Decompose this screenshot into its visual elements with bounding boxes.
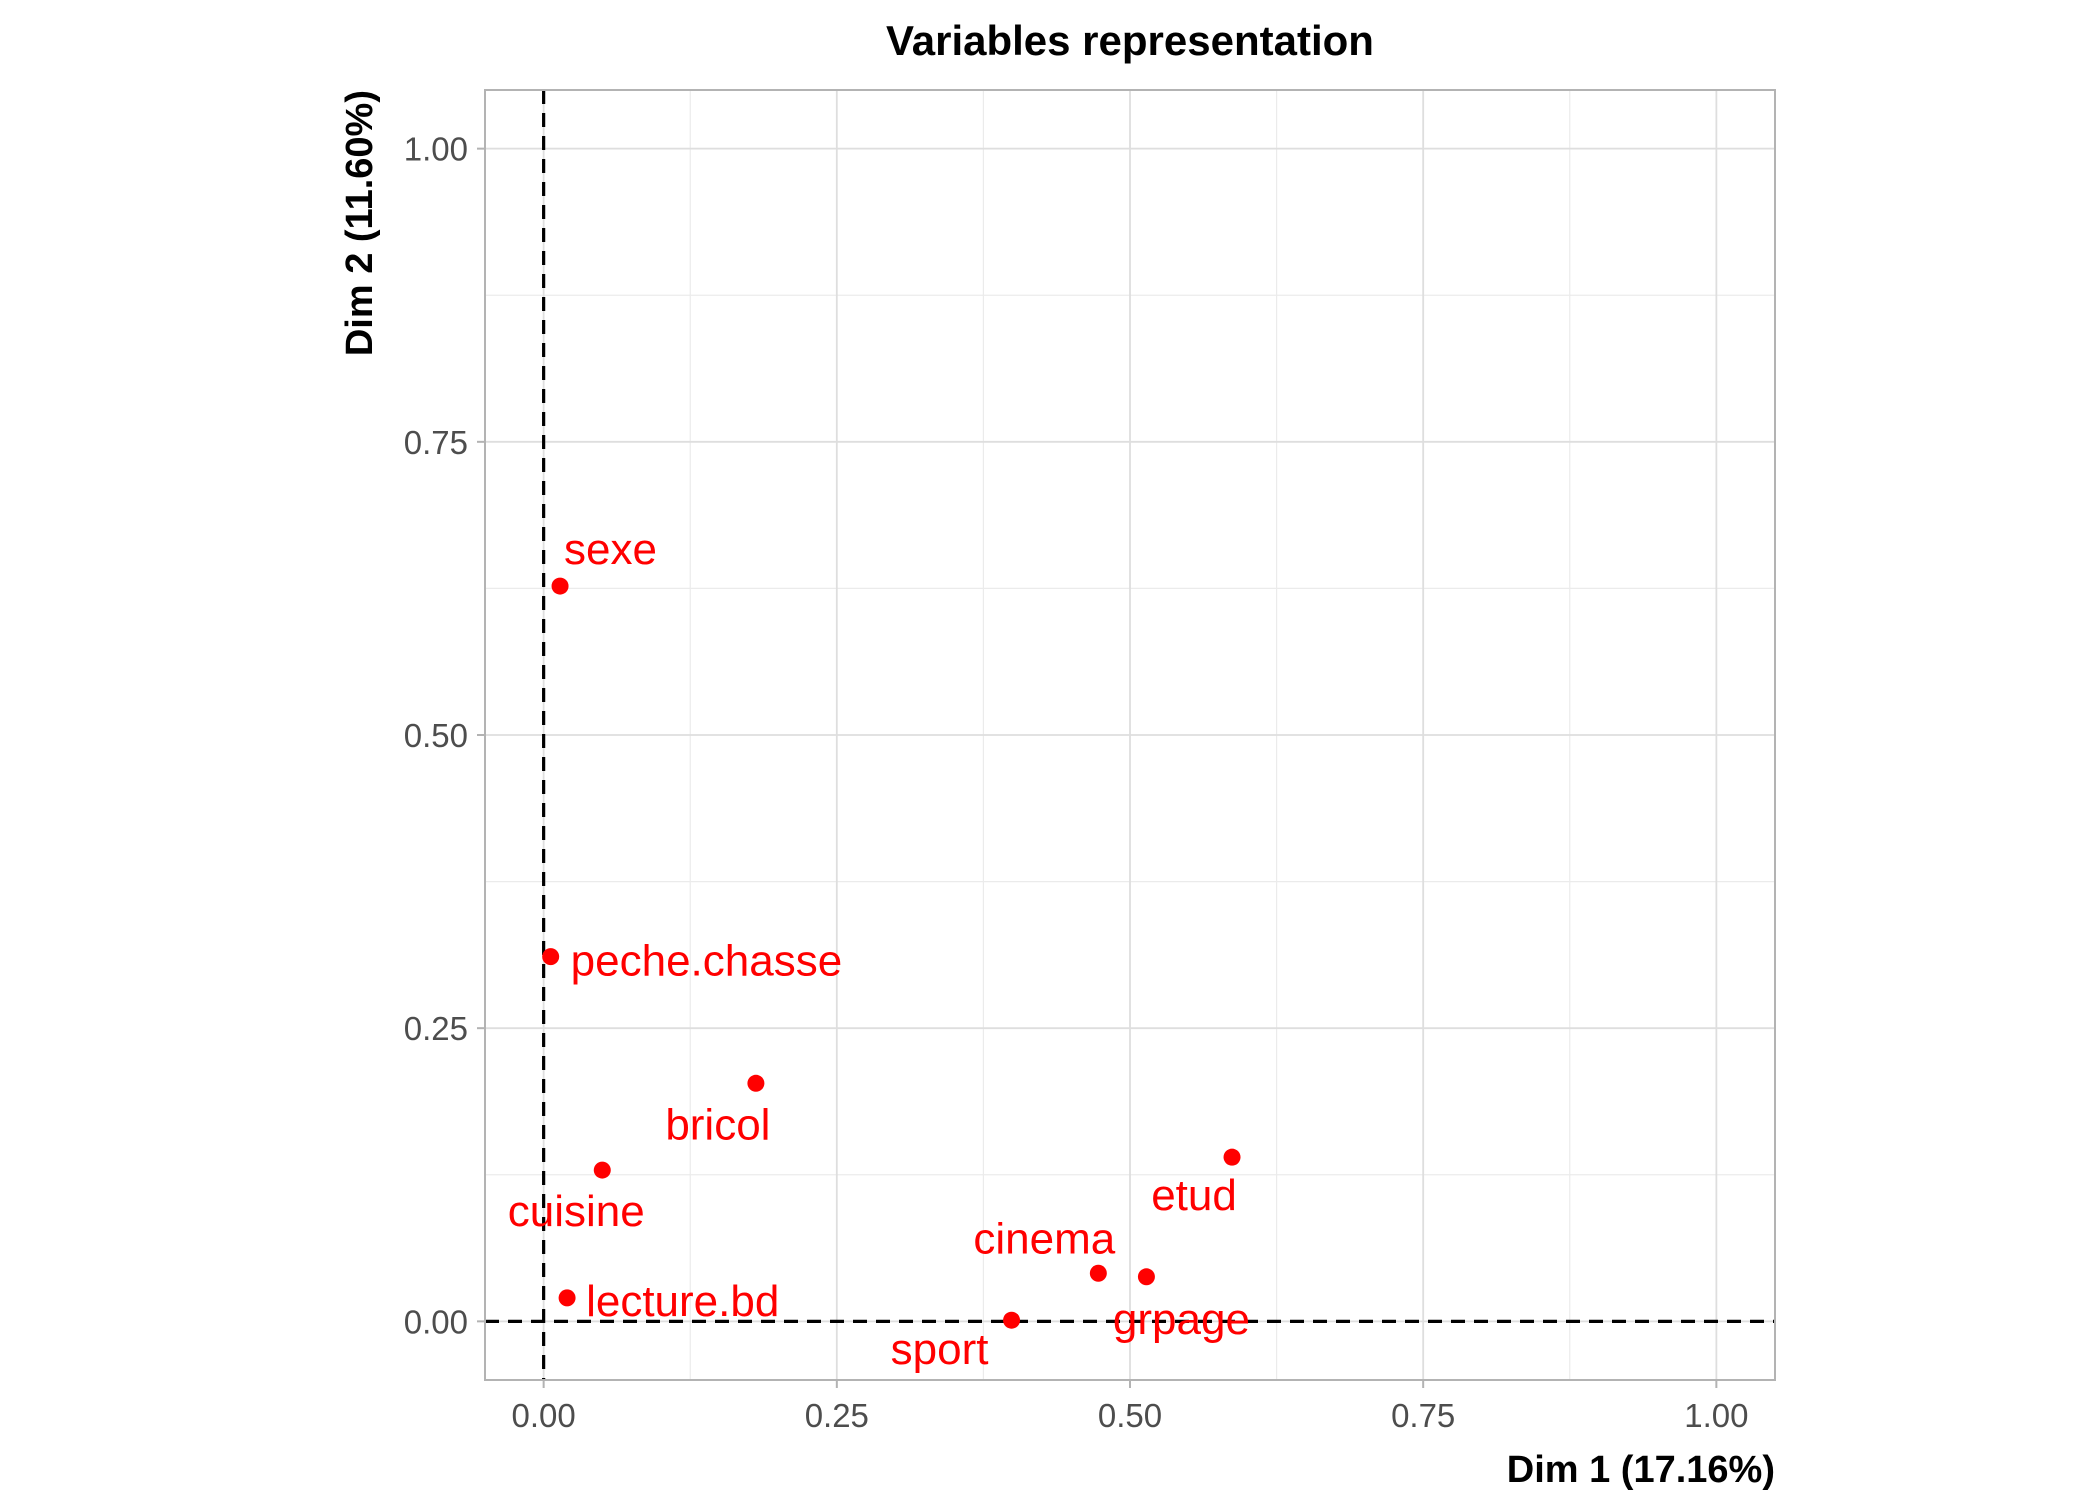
point-label-sport: sport [891,1325,989,1374]
point-cuisine [593,1161,611,1179]
point-bricol [747,1074,765,1092]
y-tick-label: 0.25 [404,1010,468,1047]
x-tick-label: 1.00 [1684,1397,1748,1434]
point-label-peche-chasse: peche.chasse [571,937,843,986]
y-axis-ticks: 0.00 0.25 0.50 0.75 1.00 [404,131,485,1340]
reference-lines [485,90,1775,1380]
point-label-lecture-bd: lecture.bd [586,1277,779,1326]
x-tick-label: 0.50 [1098,1397,1162,1434]
point-label-cuisine: cuisine [508,1187,645,1236]
y-tick-label: 0.50 [404,717,468,754]
x-tick-label: 0.00 [512,1397,576,1434]
point-cinema [1089,1264,1107,1282]
point-labels: sexe peche.chasse bricol cuisine lecture.bd s… [508,525,1250,1374]
point-label-cinema: cinema [973,1214,1115,1263]
major-gridlines [485,90,1775,1380]
point-label-sexe: sexe [564,525,657,574]
data-points [542,577,1241,1329]
point-grpage [1137,1268,1155,1286]
point-sport [1003,1311,1021,1329]
point-label-grpage: grpage [1113,1295,1250,1344]
x-tick-label: 0.25 [805,1397,869,1434]
chart-title: Variables representation [886,17,1374,64]
x-axis-ticks: 0.00 0.25 0.50 0.75 1.00 [512,1380,1748,1434]
point-label-etud: etud [1151,1171,1237,1220]
y-tick-label: 1.00 [404,131,468,168]
y-tick-label: 0.75 [404,424,468,461]
point-label-bricol: bricol [665,1100,770,1149]
y-axis-title: Dim 2 (11.60%) [339,90,381,356]
point-sexe [551,577,569,595]
point-etud [1223,1148,1241,1166]
x-tick-label: 0.75 [1391,1397,1455,1434]
y-tick-label: 0.00 [404,1303,468,1340]
point-lecture-bd [558,1289,576,1307]
point-peche-chasse [542,948,560,966]
x-axis-title: Dim 1 (17.16%) [1507,1449,1775,1491]
